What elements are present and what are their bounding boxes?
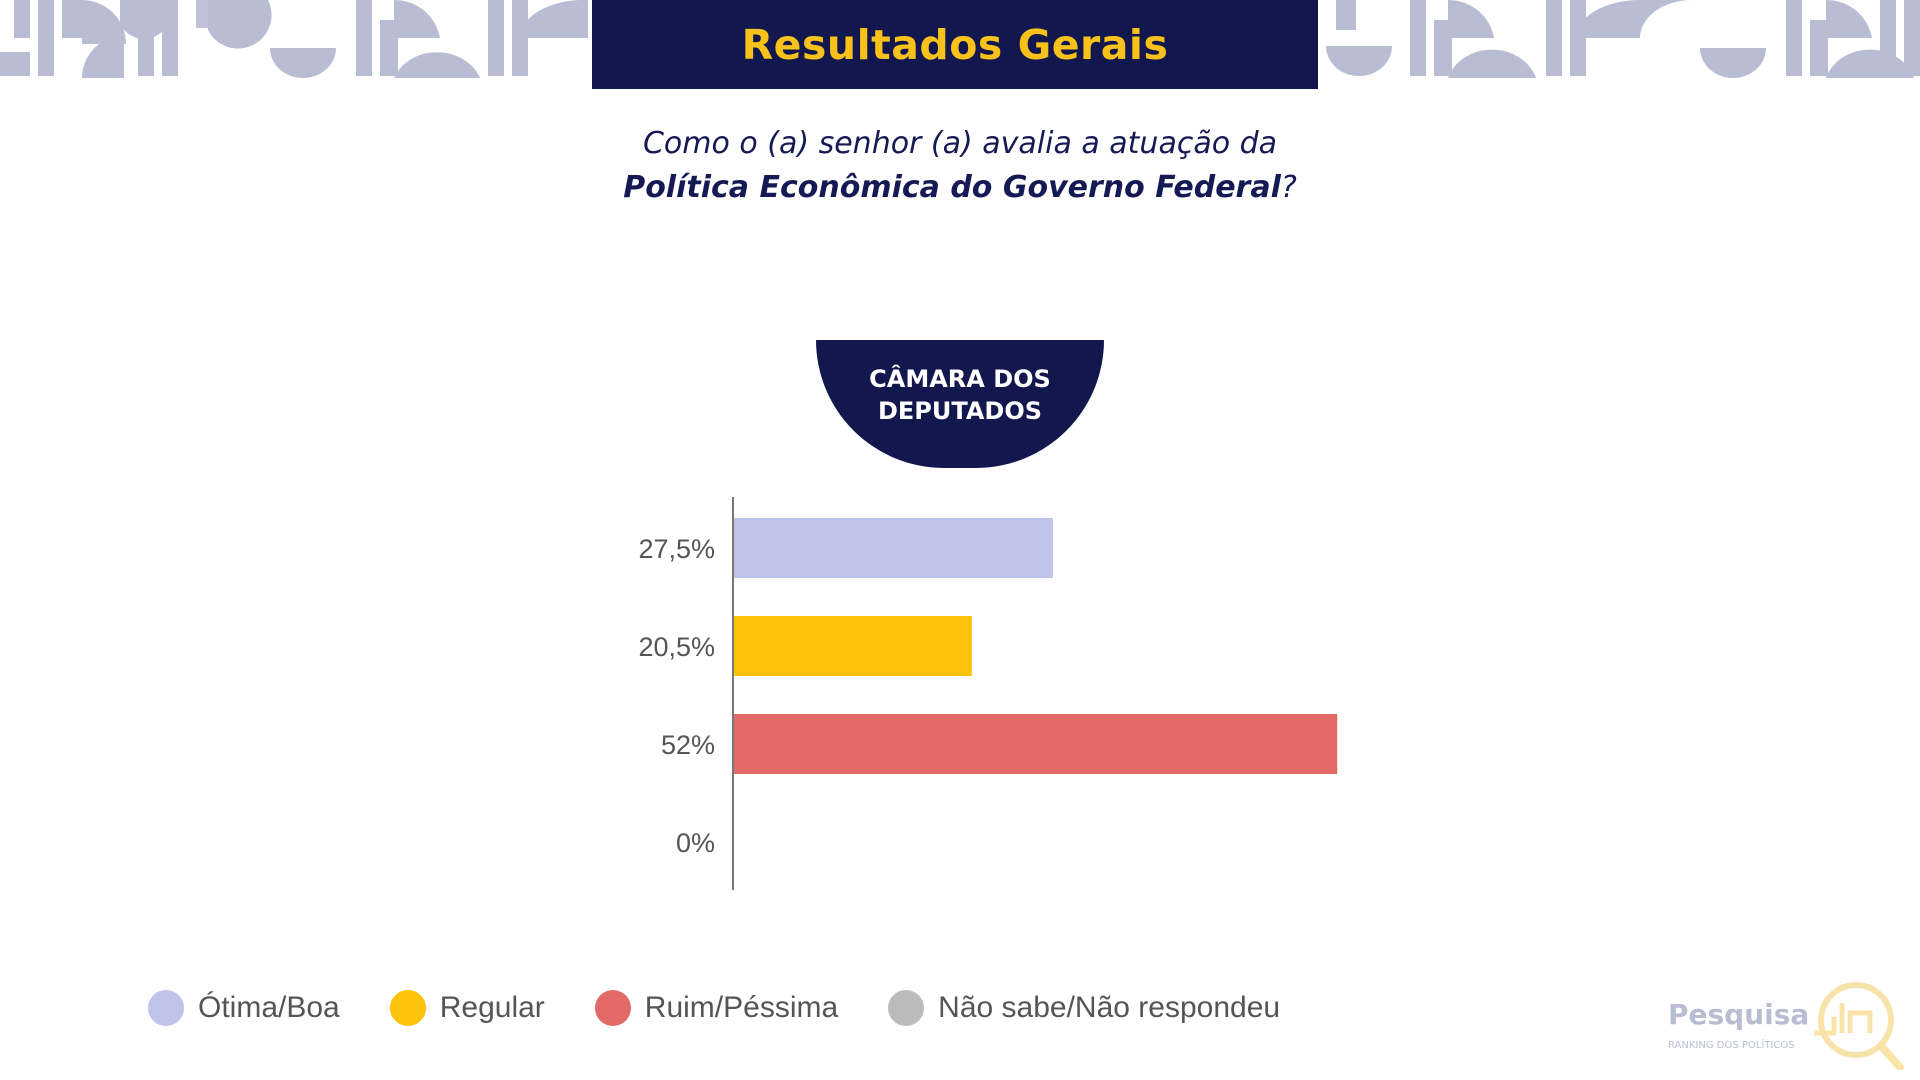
survey-question: Como o (a) senhor (a) avalia a atuação d… xyxy=(460,122,1460,210)
legend-item-4: Não sabe/Não respondeu xyxy=(888,990,1280,1026)
legend-swatch xyxy=(389,990,426,1026)
magnifier-chart-icon xyxy=(1814,982,1904,1070)
bar-value-label-1: 27,5% xyxy=(638,534,715,564)
decorative-pattern-right xyxy=(1326,0,1920,78)
question-line-1: Como o (a) senhor (a) avalia a atuação d… xyxy=(642,126,1278,161)
pesquisa-logo: Pesquisa RANKING DOS POLÍTICOS xyxy=(1664,975,1904,1070)
question-emphasis: Política Econômica do Governo Federal xyxy=(623,170,1281,205)
question-line-2: Política Econômica do Governo Federal? xyxy=(460,166,1460,210)
question-mark: ? xyxy=(1280,170,1297,205)
header-banner: Resultados Gerais xyxy=(592,0,1318,89)
legend-label: Regular xyxy=(439,991,545,1024)
legend-item-3: Ruim/Péssima xyxy=(594,990,839,1026)
bar-3 xyxy=(734,714,1338,774)
group-badge-text: CÂMARA DOS DEPUTADOS xyxy=(869,363,1051,427)
legend-item-2: Regular xyxy=(389,990,545,1026)
legend-item-1: Ótima/Boa xyxy=(148,990,340,1026)
legend-swatch xyxy=(594,990,631,1026)
badge-line-2: DEPUTADOS xyxy=(877,397,1043,425)
badge-line-1: CÂMARA DOS xyxy=(869,365,1051,393)
legend-label: Não sabe/Não respondeu xyxy=(938,991,1281,1024)
bar-value-label-4: 0% xyxy=(676,828,715,858)
logo-name: Pesquisa xyxy=(1668,998,1810,1031)
decorative-pattern-left xyxy=(0,0,588,78)
bar-1 xyxy=(734,518,1053,578)
legend-label: Ruim/Péssima xyxy=(644,991,839,1024)
page-title: Resultados Gerais xyxy=(741,20,1169,69)
legend-swatch xyxy=(888,990,925,1026)
chart-legend: Ótima/Boa Regular Ruim/Péssima Não sabe/Não… xyxy=(148,985,1330,1031)
logo-subtitle: RANKING DOS POLÍTICOS xyxy=(1668,1040,1795,1051)
bar-2 xyxy=(734,616,972,676)
bar-value-label-3: 52% xyxy=(661,730,715,760)
legend-swatch xyxy=(148,990,184,1026)
bar-value-label-2: 20,5% xyxy=(638,632,715,662)
legend-label: Ótima/Boa xyxy=(198,991,340,1024)
